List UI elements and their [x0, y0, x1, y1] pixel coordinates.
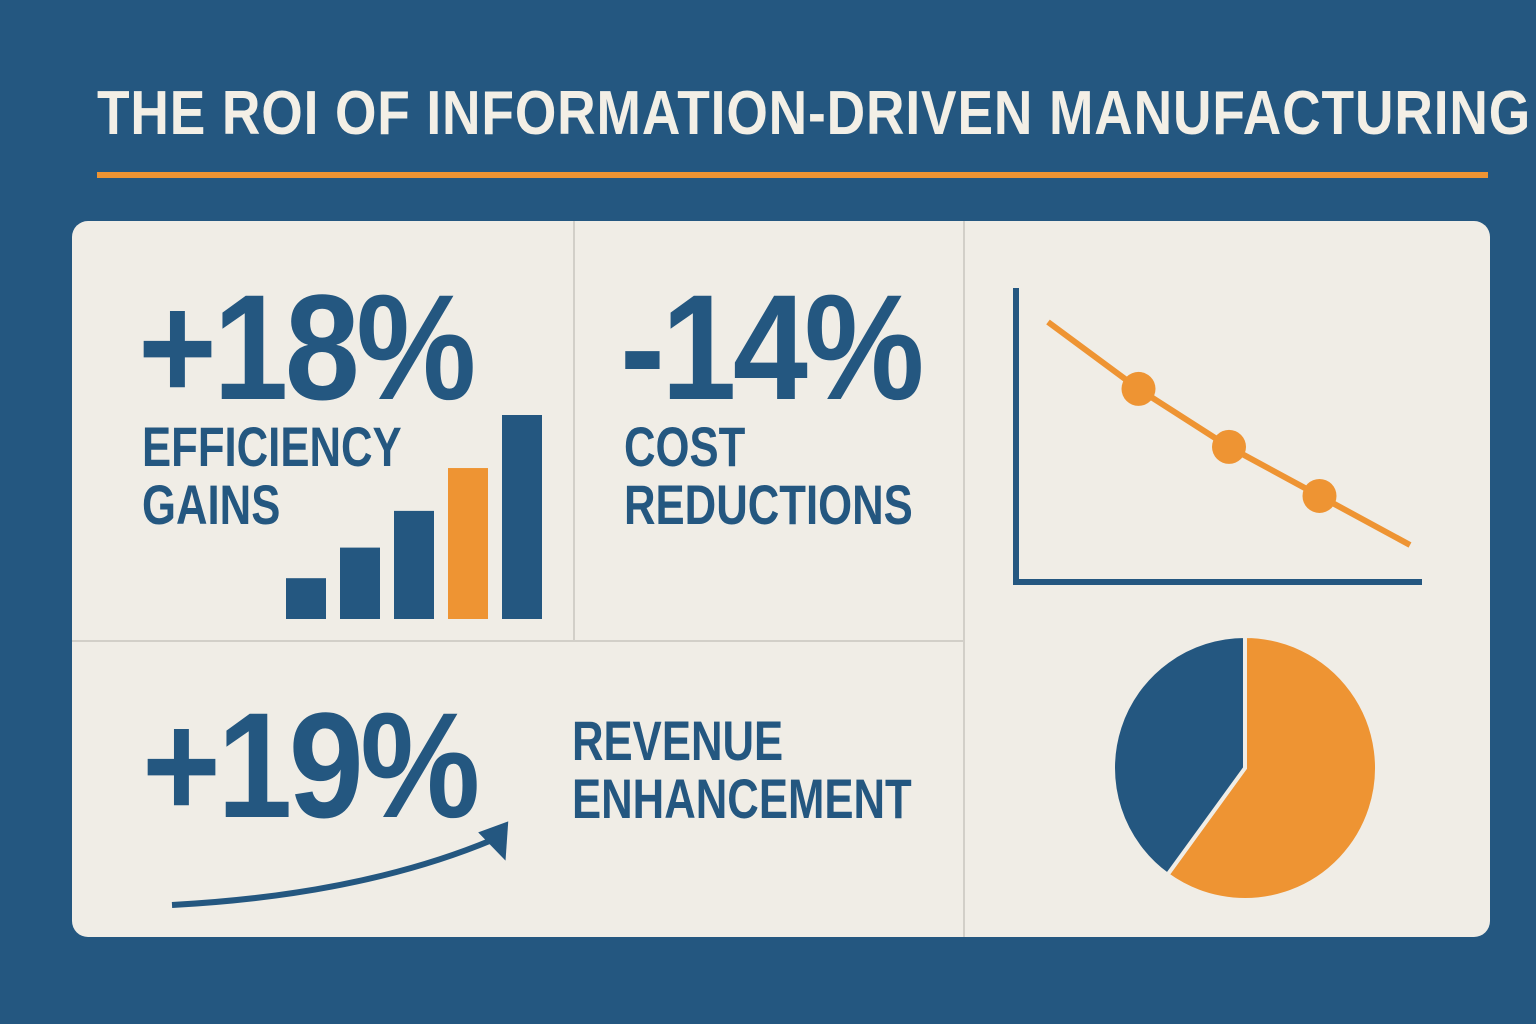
label-line: GAINS	[142, 473, 281, 536]
title-underline	[97, 172, 1488, 178]
bar	[286, 578, 326, 619]
divider	[963, 221, 965, 937]
page-title: THE ROI OF INFORMATION-DRIVEN MANUFACTUR…	[97, 79, 1532, 148]
bar	[340, 547, 380, 619]
pie-slice	[1111, 633, 1247, 878]
line-point	[1302, 478, 1337, 513]
label-line: ENHANCEMENT	[572, 767, 912, 830]
bar	[448, 468, 488, 619]
line-chart-axes	[1013, 288, 1422, 585]
bar	[394, 510, 434, 619]
line-point	[1212, 429, 1246, 464]
divider	[72, 640, 964, 642]
revenue-label: REVENUE ENHANCEMENT	[572, 712, 912, 828]
label-line: EFFICIENCY	[142, 415, 402, 478]
label-line: REVENUE	[572, 709, 784, 772]
efficiency-label: EFFICIENCY GAINS	[142, 418, 402, 534]
efficiency-value: +18%	[138, 263, 476, 431]
growth-arrow-icon	[171, 837, 494, 908]
revenue-value: +19%	[142, 681, 480, 849]
cost-value: -14%	[620, 263, 924, 431]
line-point	[1121, 371, 1156, 406]
label-line: COST	[624, 415, 746, 478]
label-line: REDUCTIONS	[624, 473, 913, 536]
bar	[502, 415, 542, 619]
pie-slice	[1164, 633, 1379, 902]
divider	[573, 221, 575, 641]
arrow-head-icon	[478, 821, 509, 861]
cost-label: COST REDUCTIONS	[624, 418, 913, 534]
